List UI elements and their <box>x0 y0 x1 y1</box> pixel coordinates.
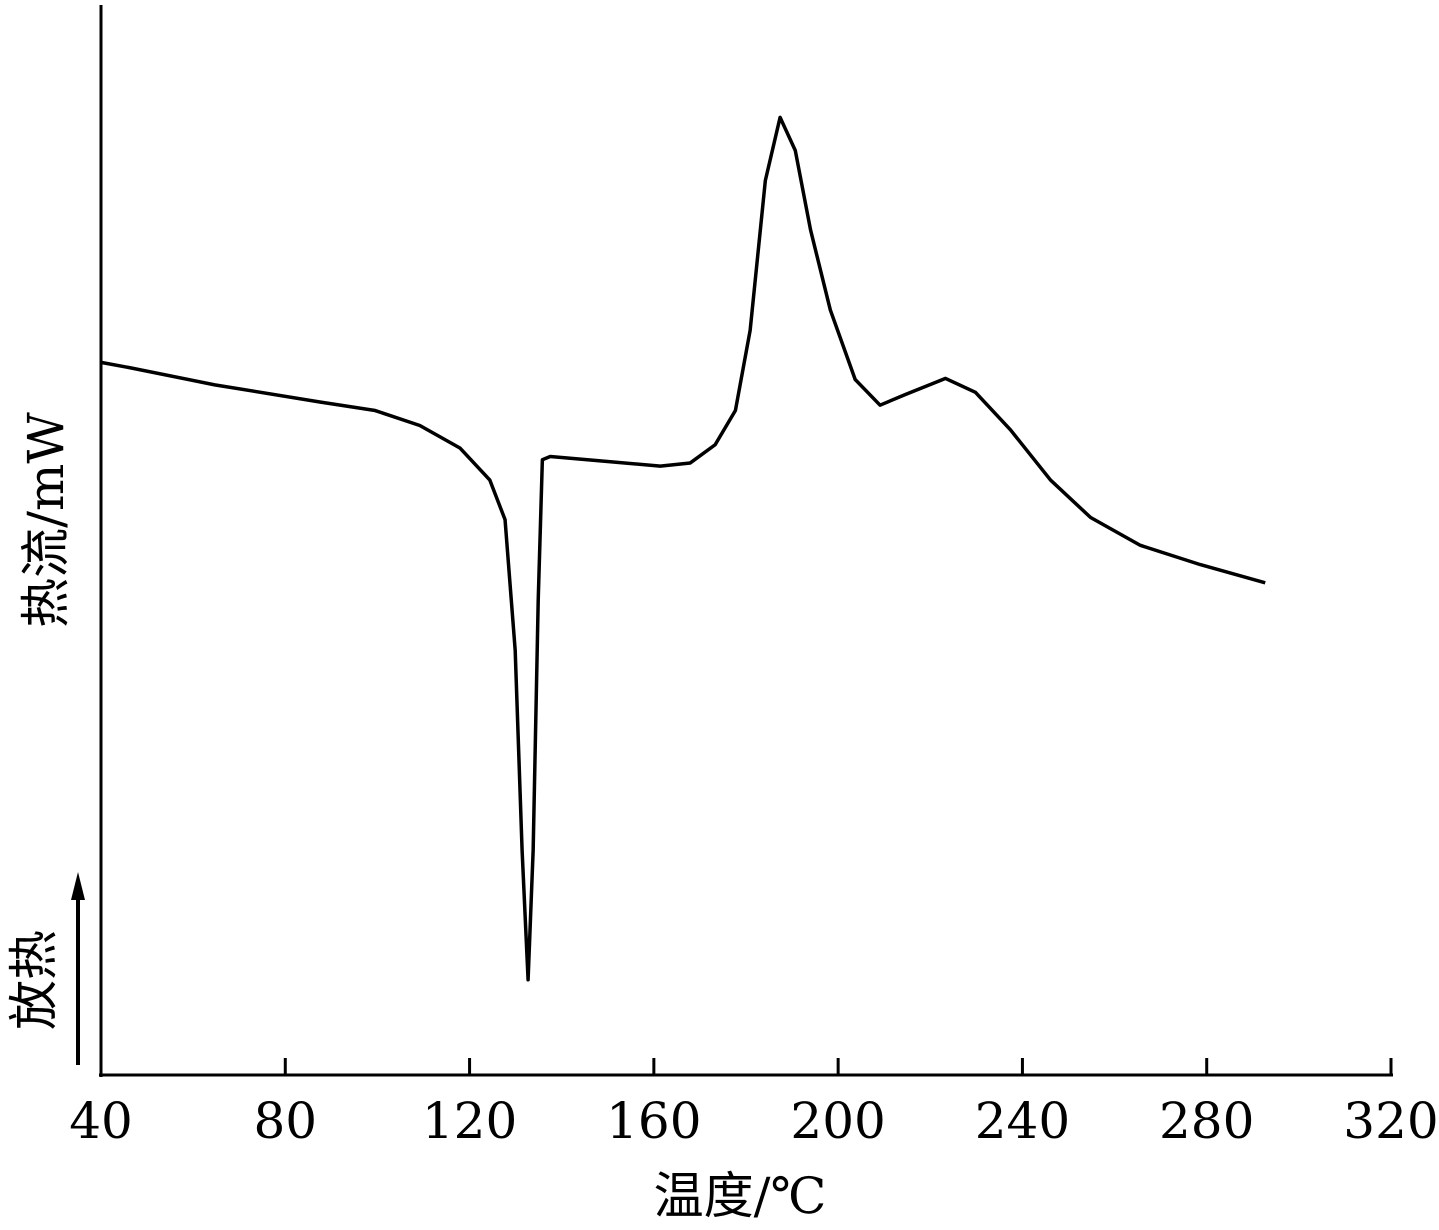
arrow-head <box>71 872 85 900</box>
x-tick-label: 320 <box>1343 1092 1438 1150</box>
x-tick-label: 40 <box>69 1092 133 1150</box>
x-tick-label: 80 <box>253 1092 317 1150</box>
x-tick-label: 240 <box>975 1092 1070 1150</box>
x-tick-label: 280 <box>1159 1092 1254 1150</box>
x-tick-label: 120 <box>422 1092 517 1150</box>
line <box>100 115 1266 982</box>
x-tick-label: 200 <box>790 1092 885 1150</box>
annotation: 放热 <box>5 930 63 1030</box>
x-tick-label: 160 <box>606 1092 701 1150</box>
y-axis-label: 热流/mW <box>17 412 75 628</box>
x-axis-label: 温度/℃ <box>654 1167 827 1225</box>
